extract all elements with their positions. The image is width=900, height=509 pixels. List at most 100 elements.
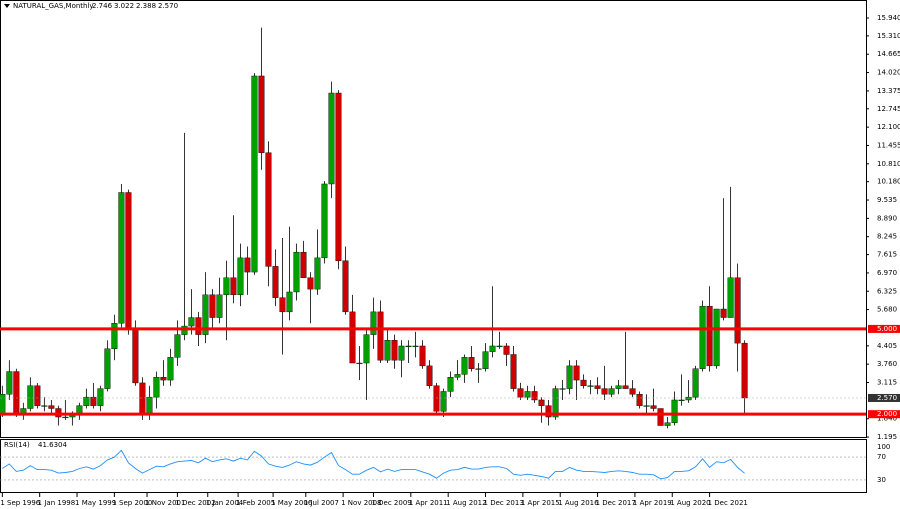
candle-body xyxy=(594,385,601,389)
x-tick-label: 1 Nov 2008 xyxy=(341,499,381,507)
candle-body xyxy=(713,308,720,367)
x-tick-label: 1 Aug 2012 xyxy=(446,499,486,507)
x-tick-label: 1 Jul 2007 xyxy=(304,499,339,507)
candle-body xyxy=(230,277,237,296)
candle-body xyxy=(104,348,111,389)
x-tick-label: 1 Jan 1998 xyxy=(38,499,76,507)
candle-body xyxy=(510,354,517,389)
candle-body xyxy=(279,297,286,313)
candle-body xyxy=(13,371,20,415)
x-tick-label: 1 Aug 2016 xyxy=(558,499,599,507)
y-tick-label: 14.020 xyxy=(877,69,900,77)
y-tick-label: 10.180 xyxy=(877,178,900,186)
candle-body xyxy=(601,388,608,395)
x-tick-label: 1 Dec 2009 xyxy=(371,499,411,507)
candle-body xyxy=(587,385,594,387)
x-tick-label: 1 Dec 2002 xyxy=(175,499,215,507)
y-tick-label: 3.115 xyxy=(877,378,897,386)
candle-body xyxy=(440,391,447,412)
rsi-line xyxy=(2,449,745,480)
current-price-box xyxy=(868,393,900,402)
candle-body xyxy=(216,294,223,318)
candle-body xyxy=(580,379,587,386)
y-tick-label: 7.615 xyxy=(877,251,897,259)
level-label: 2.000 xyxy=(877,410,897,418)
candle-body xyxy=(482,351,489,369)
candle-body xyxy=(314,257,321,290)
candle-body xyxy=(496,345,503,347)
y-tick-label: 4.405 xyxy=(877,342,897,350)
candle-body xyxy=(307,277,314,290)
y-tick-label: 12.100 xyxy=(877,123,900,131)
candle-body xyxy=(636,394,643,406)
candle-body xyxy=(454,374,461,378)
candle-body xyxy=(111,323,118,350)
x-tick-label: 1 Sep 1996 xyxy=(0,499,40,507)
x-tick-label: 1 Dec 2021 xyxy=(708,499,748,507)
candle-body xyxy=(160,377,167,381)
rsi-tick-label: 30 xyxy=(877,476,886,484)
candle-body xyxy=(741,342,748,399)
candle-body xyxy=(377,311,384,361)
candle-body xyxy=(286,291,293,313)
header-value: 2.388 xyxy=(136,2,156,10)
candle-body xyxy=(41,405,48,407)
y-tick-label: 1.840 xyxy=(877,415,897,423)
candle-body xyxy=(489,345,496,352)
candle-body xyxy=(384,340,391,361)
candle-body xyxy=(405,345,412,347)
candle-body xyxy=(174,334,181,358)
candle-body xyxy=(678,399,685,401)
candle-body xyxy=(195,317,202,335)
y-tick-label: 8.890 xyxy=(877,214,897,222)
candle-body xyxy=(321,183,328,259)
candle-body xyxy=(27,385,34,409)
candle-body xyxy=(447,377,454,392)
candle-body xyxy=(685,396,692,401)
candle-body xyxy=(356,362,363,365)
level-label-box xyxy=(868,410,900,419)
rsi-tick-label: 100 xyxy=(877,443,890,451)
y-tick-label: 12.745 xyxy=(877,105,900,113)
menu-arrow xyxy=(4,4,10,8)
y-tick-label: 13.375 xyxy=(877,87,900,95)
candle-body xyxy=(265,152,272,267)
candle-body xyxy=(671,399,678,423)
y-tick-label: 8.245 xyxy=(877,233,897,241)
candle-body xyxy=(97,388,104,406)
candle-body xyxy=(363,334,370,364)
candle-body xyxy=(524,391,531,398)
candle-body xyxy=(573,365,580,381)
y-tick-label: 9.535 xyxy=(877,196,897,204)
chart-title: NATURAL_GAS,Monthly xyxy=(13,2,94,10)
candle-body xyxy=(139,382,146,415)
candle-body xyxy=(83,396,90,406)
candle-body xyxy=(419,345,426,367)
candle-body xyxy=(300,251,307,278)
candle-body xyxy=(426,365,433,386)
candle-body xyxy=(643,405,650,407)
candle-body xyxy=(629,388,636,395)
candle-body xyxy=(167,357,174,381)
level-label: 5.000 xyxy=(877,325,897,333)
candle-body xyxy=(251,75,258,273)
price-panel xyxy=(0,0,867,438)
candle-body xyxy=(608,388,615,395)
candle-body xyxy=(538,399,545,406)
candle-body xyxy=(727,277,734,318)
x-tick-label: 1 Nov 2001 xyxy=(145,499,185,507)
rsi-tick-label: 70 xyxy=(877,453,886,461)
candle-body xyxy=(559,388,566,390)
candle-body xyxy=(272,266,279,298)
candle-body xyxy=(34,385,41,406)
candle-body xyxy=(237,257,244,296)
x-tick-label: 1 Apr 2015 xyxy=(521,499,560,507)
candle-body xyxy=(398,345,405,361)
candle-body xyxy=(48,405,55,409)
y-tick-label: 10.810 xyxy=(877,160,900,168)
candle-body xyxy=(132,328,139,384)
current-price-label: 2.570 xyxy=(877,394,897,402)
candle-body xyxy=(566,365,573,389)
x-tick-label: 1 Dec 2017 xyxy=(596,499,636,507)
candle-body xyxy=(664,422,671,426)
